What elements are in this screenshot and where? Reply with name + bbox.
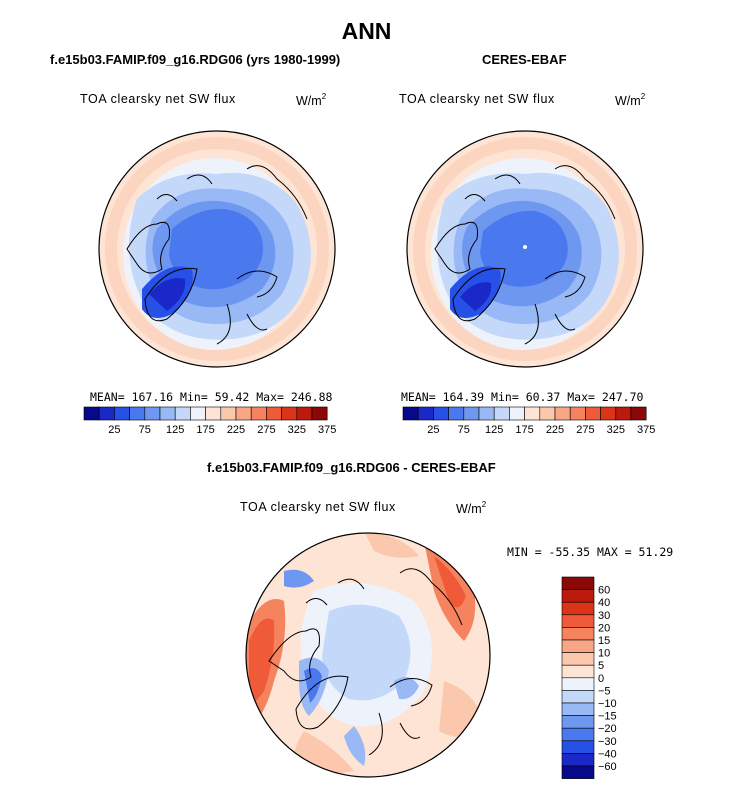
panel-obs-variable: TOA clearsky net SW flux — [399, 92, 555, 106]
panel-obs-colorbar-swatch — [569, 406, 586, 421]
panel-diff-colorbar-swatch — [561, 765, 595, 779]
panel-diff-colorbar-tick-label: −30 — [598, 736, 617, 748]
panel-obs-colorbar-swatch — [509, 406, 525, 421]
panel-diff-colorbar-tick-label: −15 — [598, 711, 617, 723]
panel-model-polar-map — [98, 130, 336, 368]
panel-model-colorbar-tick-label: 125 — [166, 424, 184, 436]
panel-obs-colorbar-swatch — [493, 406, 510, 421]
panel-diff-stats: MIN = -55.35 MAX = 51.29 — [507, 545, 674, 559]
panel-diff-colorbar-tick-label: −60 — [598, 761, 617, 773]
panel-obs-colorbar-swatch — [478, 406, 495, 421]
panel-obs-colorbar-tick-label: 25 — [427, 424, 439, 436]
panel-model-colorbar-tick-label: 375 — [318, 424, 336, 436]
panel-diff-colorbar-swatch — [561, 639, 595, 653]
panel-obs-colorbar-tick-label: 325 — [607, 424, 625, 436]
panel-diff-header: f.e15b03.FAMIP.f09_g16.RDG06 - CERES-EBA… — [207, 460, 496, 475]
panel-diff-colorbar-swatch — [561, 627, 595, 641]
panel-model-colorbar-swatch — [83, 406, 100, 421]
panel-model-colorbar-swatch — [205, 406, 222, 421]
panel-obs-colorbar-swatch — [448, 406, 465, 421]
panel-obs-colorbar-tick-label: 275 — [576, 424, 594, 436]
panel-obs-colorbar-swatch — [600, 406, 617, 421]
panel-obs-colorbar-swatch — [630, 406, 647, 421]
panel-model-colorbar-swatch — [235, 406, 252, 421]
panel-obs-colorbar: 25 75 125 175 225 275 325 375 — [402, 406, 655, 436]
panel-model-colorbar-swatch — [190, 406, 206, 421]
panel-obs-colorbar-swatch — [539, 406, 556, 421]
panel-obs-colorbar-swatch — [402, 406, 419, 421]
panel-obs-colorbar-tick-label: 375 — [637, 424, 655, 436]
panel-model-variable: TOA clearsky net SW flux — [80, 92, 236, 106]
panel-model-colorbar-tick-label: 225 — [227, 424, 245, 436]
panel-model-colorbar-swatch — [311, 406, 328, 421]
panel-model-colorbar-swatch — [144, 406, 161, 421]
panel-obs-colorbar-tick-label: 75 — [458, 424, 470, 436]
panel-obs-colorbar-swatch — [524, 406, 541, 421]
panel-diff-colorbar-tick-label: 0 — [598, 673, 604, 685]
panel-model-colorbar-tick-label: 25 — [108, 424, 120, 436]
panel-diff-colorbar-swatch — [561, 727, 595, 742]
panel-model-colorbar-swatch — [250, 406, 267, 421]
panel-diff-colorbar-tick-label: 60 — [598, 585, 610, 597]
panel-diff-colorbar-swatch — [561, 576, 595, 590]
panel-model-colorbar-swatch — [174, 406, 191, 421]
panel-diff-colorbar-swatch — [561, 702, 595, 716]
panel-obs-colorbar-swatch — [585, 406, 601, 421]
panel-obs-header: CERES-EBAF — [482, 52, 567, 67]
panel-diff-colorbar-swatch — [561, 753, 595, 767]
panel-diff-colorbar-swatch — [561, 664, 595, 679]
panel-model-colorbar-swatch — [296, 406, 313, 421]
panel-model-colorbar-tick-label: 275 — [257, 424, 275, 436]
panel-diff-colorbar-swatch — [561, 601, 595, 616]
panel-obs-stats: MEAN= 164.39 Min= 60.37 Max= 247.70 — [401, 390, 644, 404]
panel-diff-colorbar-swatch — [561, 652, 595, 666]
panel-model-colorbar-swatch — [281, 406, 298, 421]
panel-model-colorbar-tick-label: 325 — [288, 424, 306, 436]
panel-obs-colorbar-swatch — [554, 406, 571, 421]
panel-diff-colorbar-tick-label: −20 — [598, 723, 617, 735]
panel-diff-colorbar-tick-label: 40 — [598, 597, 610, 609]
panel-model-colorbar-tick-label: 175 — [196, 424, 214, 436]
panel-obs-colorbar-swatch — [463, 406, 480, 421]
panel-obs-colorbar-tick-label: 225 — [546, 424, 564, 436]
panel-model-colorbar-swatch — [114, 406, 130, 421]
figure-title: ANN — [341, 18, 392, 44]
panel-model-colorbar-swatch — [220, 406, 237, 421]
panel-model-header: f.e15b03.FAMIP.f09_g16.RDG06 (yrs 1980-1… — [50, 52, 341, 67]
panel-diff-variable: TOA clearsky net SW flux — [240, 500, 396, 514]
panel-model-colorbar-swatch — [98, 406, 115, 421]
panel-model-colorbar-swatch — [266, 406, 282, 421]
panel-diff-colorbar-tick-label: 15 — [598, 635, 610, 647]
panel-diff-colorbar-swatch — [561, 589, 595, 603]
panel-obs-colorbar-swatch — [433, 406, 449, 421]
panel-diff-colorbar-swatch — [561, 740, 595, 754]
panel-diff-colorbar-tick-label: 5 — [598, 660, 604, 672]
panel-diff-colorbar-tick-label: 10 — [598, 648, 610, 660]
panel-model-colorbar-swatch — [129, 406, 146, 421]
panel-obs-colorbar-swatch — [615, 406, 632, 421]
panel-diff-colorbar-swatch — [561, 677, 595, 691]
panel-diff-units: W/m2 — [456, 500, 487, 516]
panel-model-colorbar: 25 75 125 175 225 275 325 375 — [83, 406, 336, 436]
panel-diff-colorbar-swatch — [561, 614, 595, 628]
panel-diff-colorbar-tick-label: −5 — [598, 685, 611, 697]
panel-obs-colorbar-tick-label: 175 — [515, 424, 533, 436]
panel-model-colorbar-swatch — [159, 406, 176, 421]
panel-obs-polar-map — [406, 130, 644, 368]
panel-model-units: W/m2 — [296, 92, 327, 108]
panel-model-stats: MEAN= 167.16 Min= 59.42 Max= 246.88 — [90, 390, 333, 404]
panel-diff-colorbar-tick-label: 20 — [598, 622, 610, 634]
panel-diff-colorbar-swatch — [561, 690, 595, 704]
panel-diff-colorbar-tick-label: −10 — [598, 698, 617, 710]
panel-diff-colorbar-tick-label: 30 — [598, 610, 610, 622]
panel-model-colorbar-tick-label: 75 — [139, 424, 151, 436]
panel-diff-colorbar-swatch — [561, 715, 595, 729]
panel-obs-colorbar-swatch — [417, 406, 434, 421]
panel-obs-colorbar-tick-label: 125 — [485, 424, 503, 436]
panel-diff-polar-map — [245, 532, 491, 778]
panel-obs-units: W/m2 — [615, 92, 646, 108]
panel-diff-colorbar-tick-label: −40 — [598, 748, 617, 760]
